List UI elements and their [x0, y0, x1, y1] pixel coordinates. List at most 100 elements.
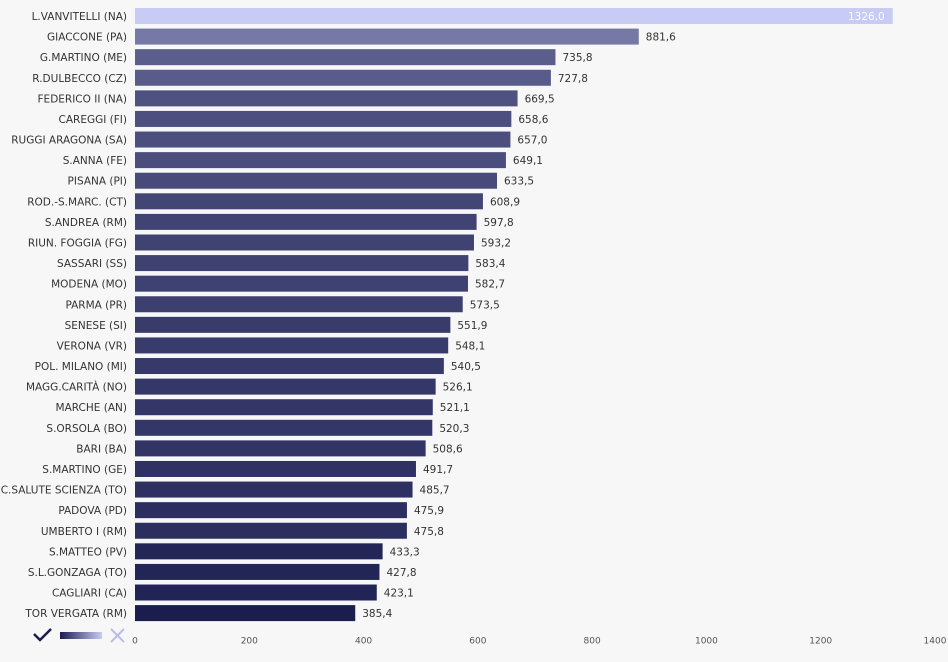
data-label: 658,6	[518, 114, 548, 126]
category-label: SASSARI (SS)	[57, 258, 127, 270]
bar	[135, 584, 377, 601]
data-label: 608,9	[490, 196, 520, 208]
category-label: S.L.GONZAGA (TO)	[28, 567, 127, 579]
x-tick-label: 1200	[809, 637, 832, 647]
category-label: MODENA (MO)	[51, 279, 127, 291]
bar	[135, 193, 483, 210]
category-label: S.MATTEO (PV)	[49, 546, 127, 558]
category-label: RIUN. FOGGIA (FG)	[28, 237, 127, 249]
x-tick-label: 600	[469, 637, 486, 647]
data-label: 548,1	[455, 340, 485, 352]
bar	[135, 110, 512, 127]
bar	[135, 8, 893, 24]
bar	[135, 399, 433, 416]
data-label: 485,7	[420, 485, 450, 497]
bar	[135, 316, 451, 333]
category-label: S.ANNA (FE)	[63, 155, 127, 167]
data-label: 508,6	[433, 443, 463, 455]
bar	[135, 543, 383, 560]
bar	[135, 213, 477, 230]
bar	[135, 378, 436, 395]
bar	[135, 502, 407, 519]
category-label: G.MARTINO (ME)	[40, 52, 127, 64]
data-label: 520,3	[439, 423, 469, 435]
bar	[135, 440, 426, 457]
bar	[135, 234, 474, 251]
data-label: 633,5	[504, 176, 534, 188]
data-label: 433,3	[390, 546, 420, 558]
data-label: 385,4	[362, 608, 392, 620]
bar	[135, 131, 511, 148]
data-label: 669,5	[525, 93, 555, 105]
data-label: 526,1	[443, 382, 473, 394]
check-icon[interactable]	[33, 628, 52, 642]
legend-icons	[33, 628, 125, 643]
data-label: 597,8	[484, 217, 514, 229]
category-label: PARMA (PR)	[65, 299, 127, 311]
category-label: R.DULBECCO (CZ)	[32, 73, 127, 85]
data-label: 1326,0	[848, 11, 885, 23]
bar	[135, 296, 463, 313]
category-label: BARI (BA)	[76, 443, 127, 455]
category-label: SENESE (SI)	[65, 320, 127, 332]
data-label: 423,1	[384, 588, 414, 600]
data-label: 649,1	[513, 155, 543, 167]
category-label: PISANA (PI)	[68, 176, 127, 188]
data-label: 727,8	[558, 73, 588, 85]
bar	[135, 481, 413, 498]
bar	[135, 172, 497, 189]
bar	[135, 28, 639, 45]
data-label: 491,7	[423, 464, 453, 476]
data-label: 583,4	[475, 258, 505, 270]
bar	[135, 563, 380, 580]
data-label: 540,5	[451, 361, 481, 373]
category-label: MARCHE (AN)	[56, 402, 127, 414]
bar	[135, 69, 551, 86]
bar	[135, 605, 356, 622]
x-tick-label: 1000	[695, 637, 718, 647]
category-label: TOR VERGATA (RM)	[24, 608, 127, 620]
category-label: PADOVA (PD)	[58, 505, 127, 517]
category-label: S.MARTINO (GE)	[42, 464, 127, 476]
category-label: RUGGI ARAGONA (SA)	[11, 135, 127, 147]
x-tick-label: 200	[241, 637, 258, 647]
bar	[135, 460, 416, 477]
category-label: VERONA (VR)	[57, 340, 127, 352]
category-label: UMBERTO I (RM)	[41, 526, 127, 538]
bar	[135, 358, 444, 375]
category-label: FEDERICO II (NA)	[38, 93, 127, 105]
category-label: POL. MILANO (MI)	[35, 361, 127, 373]
category-label: CAGLIARI (CA)	[52, 588, 127, 600]
data-label: 551,9	[457, 320, 487, 332]
x-tick-label: 400	[355, 637, 372, 647]
data-label: 735,8	[562, 52, 592, 64]
data-label: 521,1	[440, 402, 470, 414]
data-label: 475,8	[414, 526, 444, 538]
bar	[135, 49, 556, 66]
category-label: MAGG.CARITÀ (NO)	[26, 381, 127, 394]
category-label: L.VANVITELLI (NA)	[32, 11, 127, 23]
data-label: 657,0	[517, 135, 547, 147]
bar	[135, 152, 506, 169]
category-label: C.SALUTE SCIENZA (TO)	[1, 485, 127, 497]
bar	[135, 90, 518, 107]
category-label: S.ANDREA (RM)	[45, 217, 127, 229]
bar	[135, 419, 433, 436]
bar	[135, 255, 469, 272]
category-label: ROD.-S.MARC. (CT)	[27, 196, 127, 208]
data-label: 593,2	[481, 237, 511, 249]
data-label: 475,9	[414, 505, 444, 517]
bar	[135, 337, 449, 354]
x-tick-label: 1400	[924, 637, 947, 647]
category-label: GIACCONE (PA)	[47, 32, 127, 44]
bar	[135, 275, 468, 292]
data-label: 881,6	[646, 32, 676, 44]
category-label: S.ORSOLA (BO)	[46, 423, 127, 435]
data-label: 427,8	[386, 567, 416, 579]
x-tick-label: 800	[584, 637, 601, 647]
data-label: 573,5	[470, 299, 500, 311]
bar	[135, 522, 407, 539]
close-icon[interactable]	[110, 628, 125, 643]
